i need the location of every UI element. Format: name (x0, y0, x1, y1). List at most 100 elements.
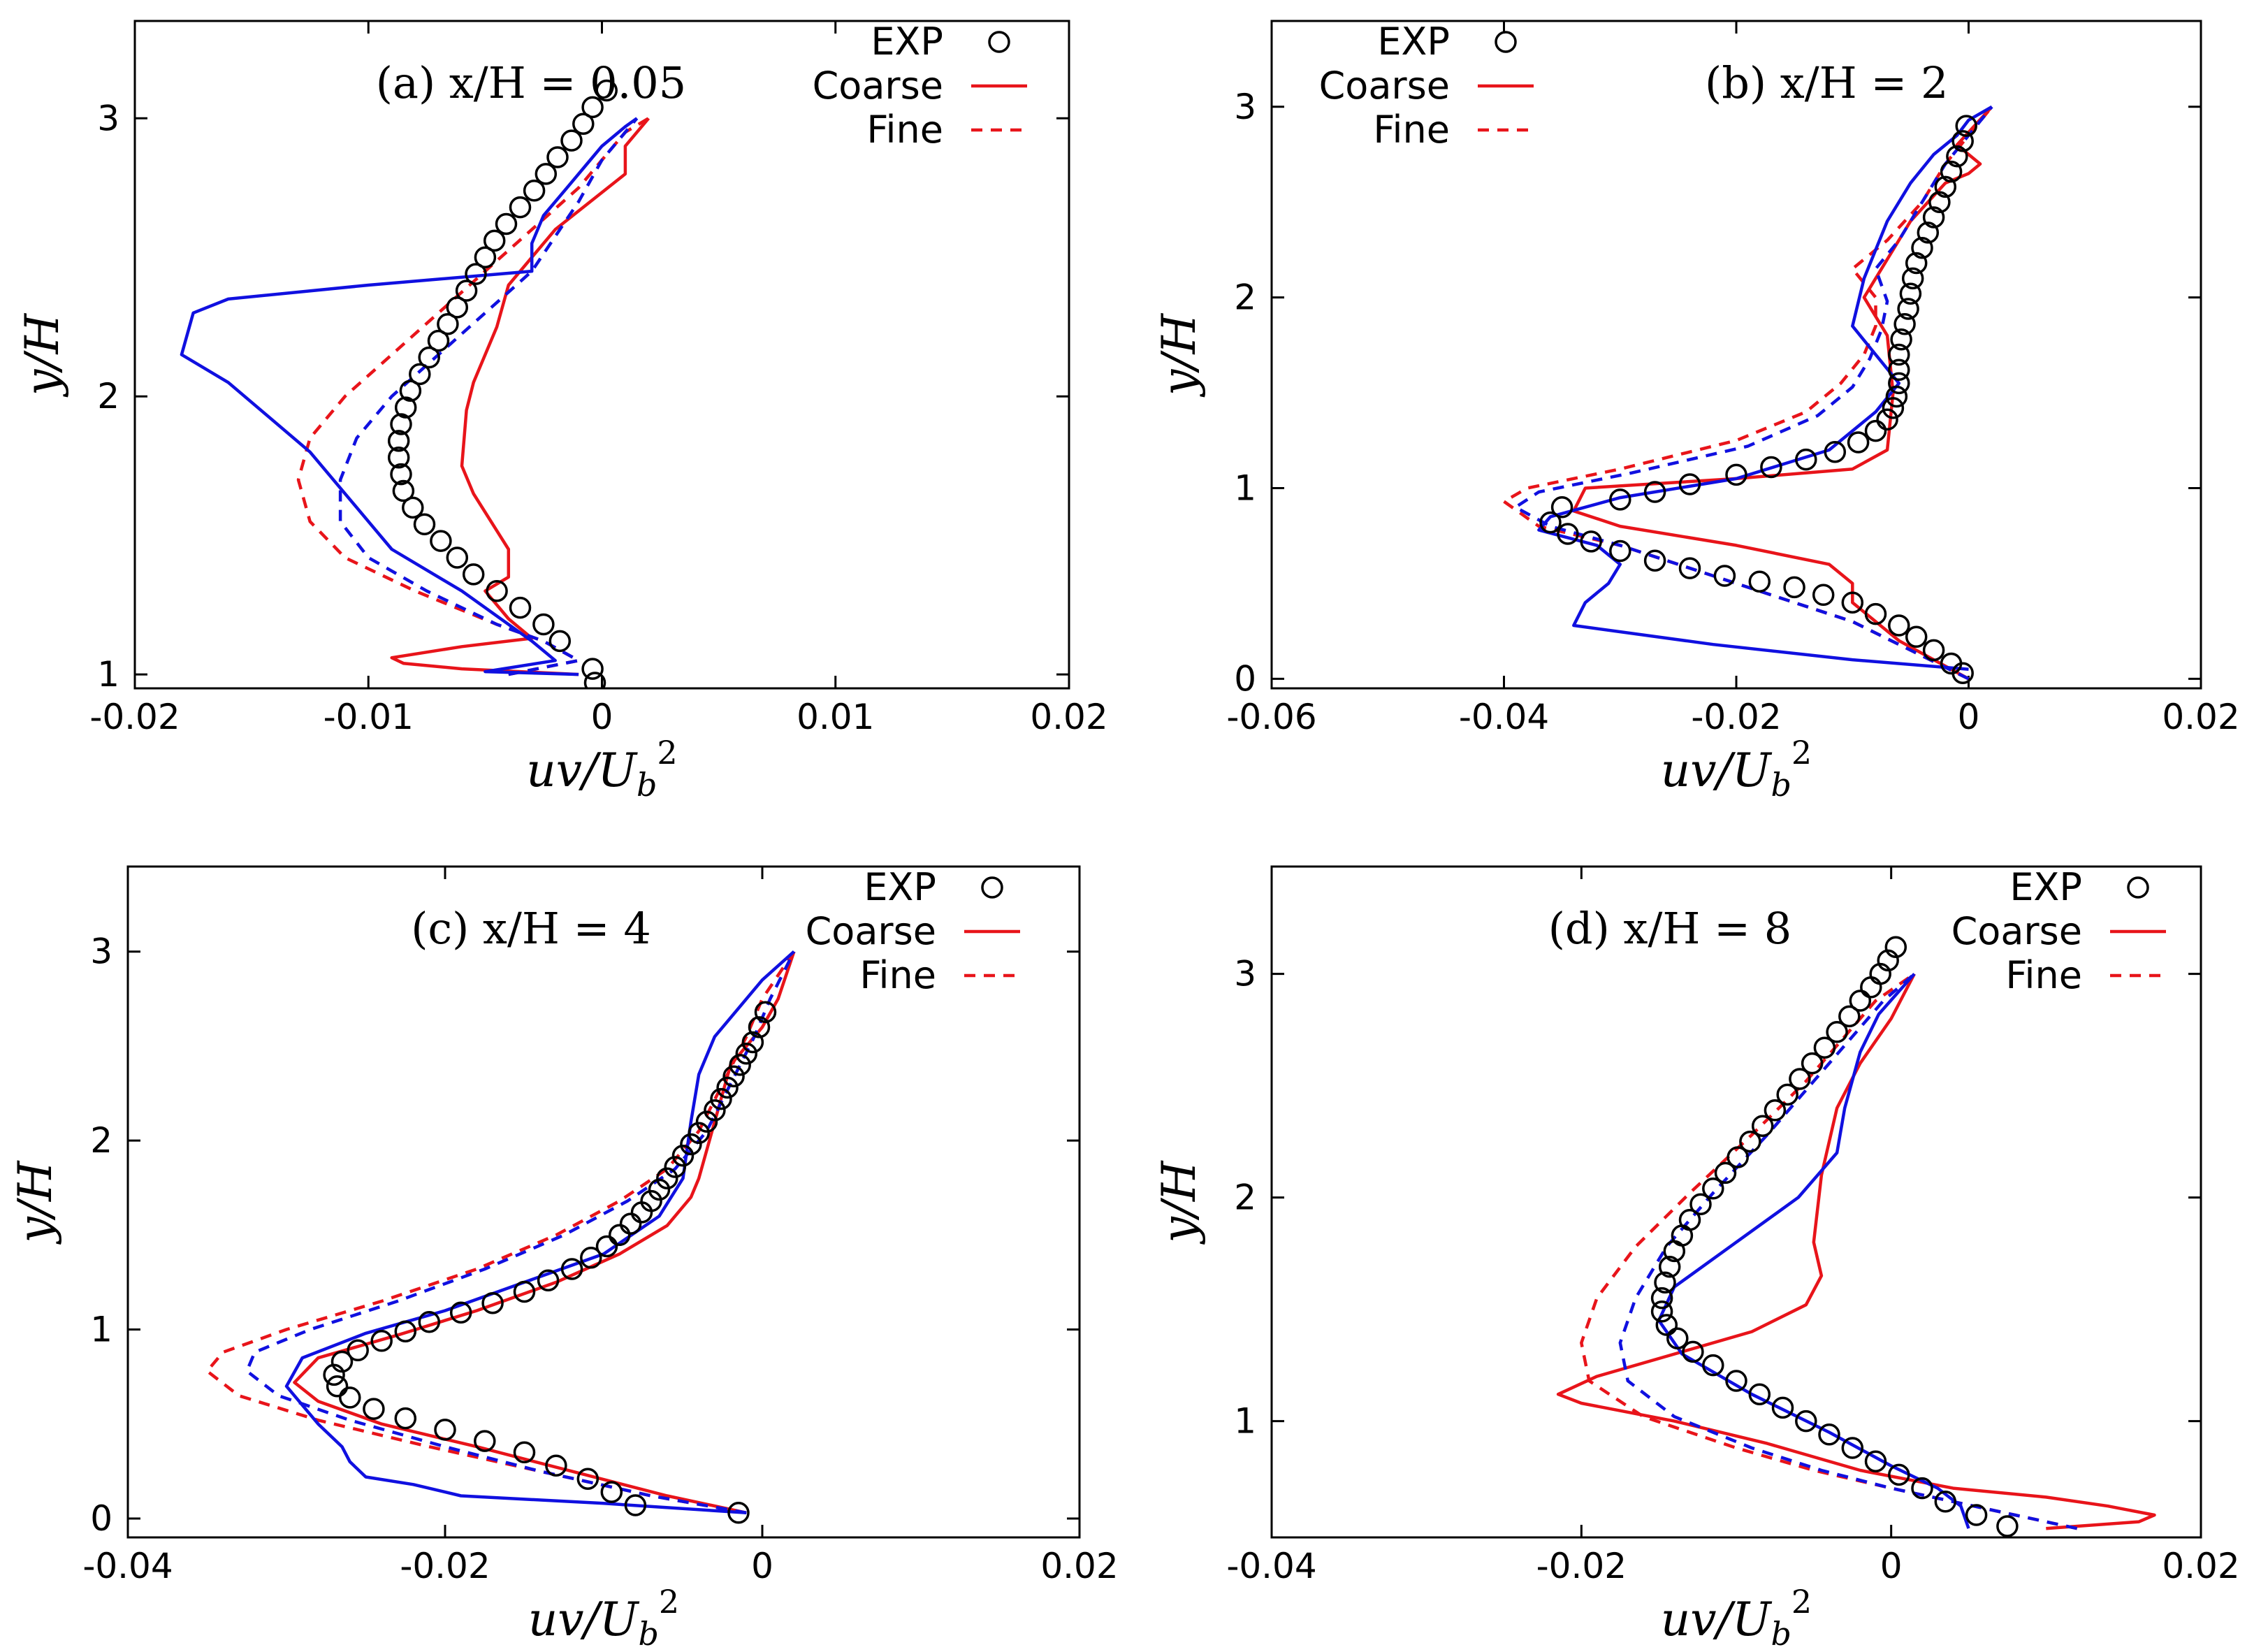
exp-marker (399, 379, 422, 402)
exp-marker (1789, 1068, 1811, 1090)
exp-marker (727, 1502, 750, 1524)
exp-marker (741, 1031, 764, 1054)
legend-label: Coarse (1319, 64, 1450, 108)
exp-marker (656, 1167, 678, 1189)
x-tick-label: 0.02 (2162, 697, 2239, 737)
exp-marker (546, 146, 569, 168)
exp-marker (1864, 419, 1887, 442)
exp-marker (1911, 236, 1933, 259)
exp-marker (413, 513, 436, 535)
exp-marker (418, 1310, 441, 1333)
legend-label: EXP (2009, 865, 2082, 909)
x-tick-label: -0.06 (1226, 697, 1316, 737)
exp-marker (1860, 976, 1882, 999)
plot-area (205, 950, 796, 1524)
series-line-fine-red-dashed (1580, 972, 2078, 1530)
series-line-blue-solid (1657, 973, 1970, 1529)
exp-marker (1748, 570, 1771, 593)
x-tick-label: 0.01 (797, 697, 874, 737)
exp-marker (1795, 1410, 1817, 1433)
exp-marker (1876, 408, 1898, 431)
exp-marker (513, 1441, 536, 1464)
y-axis-label: y/H (1152, 1160, 1206, 1245)
exp-marker (1813, 1036, 1836, 1059)
exp-marker (1783, 576, 1805, 599)
exp-marker (1899, 282, 1922, 305)
exp-marker (339, 1386, 361, 1409)
exp-marker (1678, 473, 1701, 495)
exp-marker (548, 630, 572, 653)
exp-marker (455, 280, 478, 302)
chart-panel-c: -0.04 -0.02 0 0.02 0 1 2 3 uv/Ub2 y/H (c) x/H = 4 E… (8, 865, 1119, 1652)
y-tick-label: 3 (1234, 954, 1256, 994)
exp-marker (486, 579, 508, 602)
exp-marker (1702, 1178, 1724, 1200)
exp-marker (1666, 1327, 1689, 1349)
x-tick-label: 0 (1880, 1546, 1903, 1586)
series-line-coarse-red-solid (1556, 973, 2156, 1530)
exp-marker (1557, 523, 1579, 545)
exp-marker (1882, 397, 1905, 419)
exp-marker (1725, 1370, 1747, 1392)
exp-marker (1946, 145, 1968, 168)
exp-marker (1890, 328, 1912, 351)
x-tick-label: 0 (591, 697, 613, 737)
exp-marker (1826, 1021, 1848, 1043)
exp-marker (560, 129, 583, 152)
y-tick-label: 1 (1234, 1401, 1256, 1442)
exp-marker (729, 1054, 751, 1076)
series-line-blue-dashed (338, 117, 639, 676)
exp-marker (1864, 1450, 1887, 1472)
exp-marker (474, 1430, 496, 1452)
exp-marker (624, 1494, 647, 1516)
exp-marker (418, 346, 440, 369)
series-line-blue-solid (1537, 105, 1993, 671)
exp-marker (1838, 1005, 1861, 1028)
exp-marker (1888, 343, 1910, 366)
exp-marker (1702, 1354, 1724, 1377)
exp-marker (583, 672, 606, 688)
x-tick-label: -0.04 (1459, 697, 1549, 737)
exp-marker (390, 463, 412, 486)
exp-marker (580, 1247, 602, 1269)
x-tick-label: -0.02 (1536, 1546, 1627, 1586)
exp-marker (437, 312, 459, 335)
panel-title: (c) x/H = 4 (411, 903, 651, 954)
exp-marker (1771, 1396, 1794, 1419)
exp-marker (1713, 565, 1736, 587)
exp-marker (560, 1258, 583, 1280)
x-tick-label: -0.02 (89, 697, 180, 737)
exp-marker (1864, 602, 1887, 625)
plot-frame (126, 865, 1081, 1539)
y-axis-label: y/H (1152, 313, 1206, 398)
panel-title: (a) x/H = 0.05 (376, 57, 686, 108)
y-tick-label: 3 (97, 98, 119, 138)
exp-marker (671, 1144, 695, 1167)
exp-marker (1714, 1161, 1737, 1184)
exp-marker (1580, 530, 1602, 553)
series-line-fine-red-dashed (1502, 106, 1993, 681)
y-axis-label: y/H (15, 313, 69, 398)
y-tick-label: 2 (1234, 277, 1256, 318)
exp-marker (595, 79, 618, 102)
plot-area (1556, 936, 2156, 1537)
series-line-coarse-red-solid (293, 950, 796, 1515)
exp-marker (509, 596, 532, 619)
exp-marker (1905, 252, 1928, 275)
plot-frame (1270, 865, 2202, 1539)
exp-marker (1609, 488, 1631, 511)
plot-area (1502, 105, 1993, 684)
exp-marker (704, 1099, 726, 1122)
exp-marker (1654, 1271, 1676, 1294)
exp-marker (1682, 1340, 1704, 1363)
legend-label: EXP (864, 865, 936, 909)
exp-marker (1841, 591, 1864, 614)
x-tick-label: 0.02 (1030, 697, 1107, 737)
exp-marker (1847, 431, 1870, 454)
legend-marker-exp (1495, 31, 1517, 53)
exp-marker (648, 1178, 671, 1201)
exp-marker (680, 1133, 702, 1156)
exp-marker (1849, 990, 1872, 1012)
x-tick-label: -0.02 (1691, 697, 1781, 737)
